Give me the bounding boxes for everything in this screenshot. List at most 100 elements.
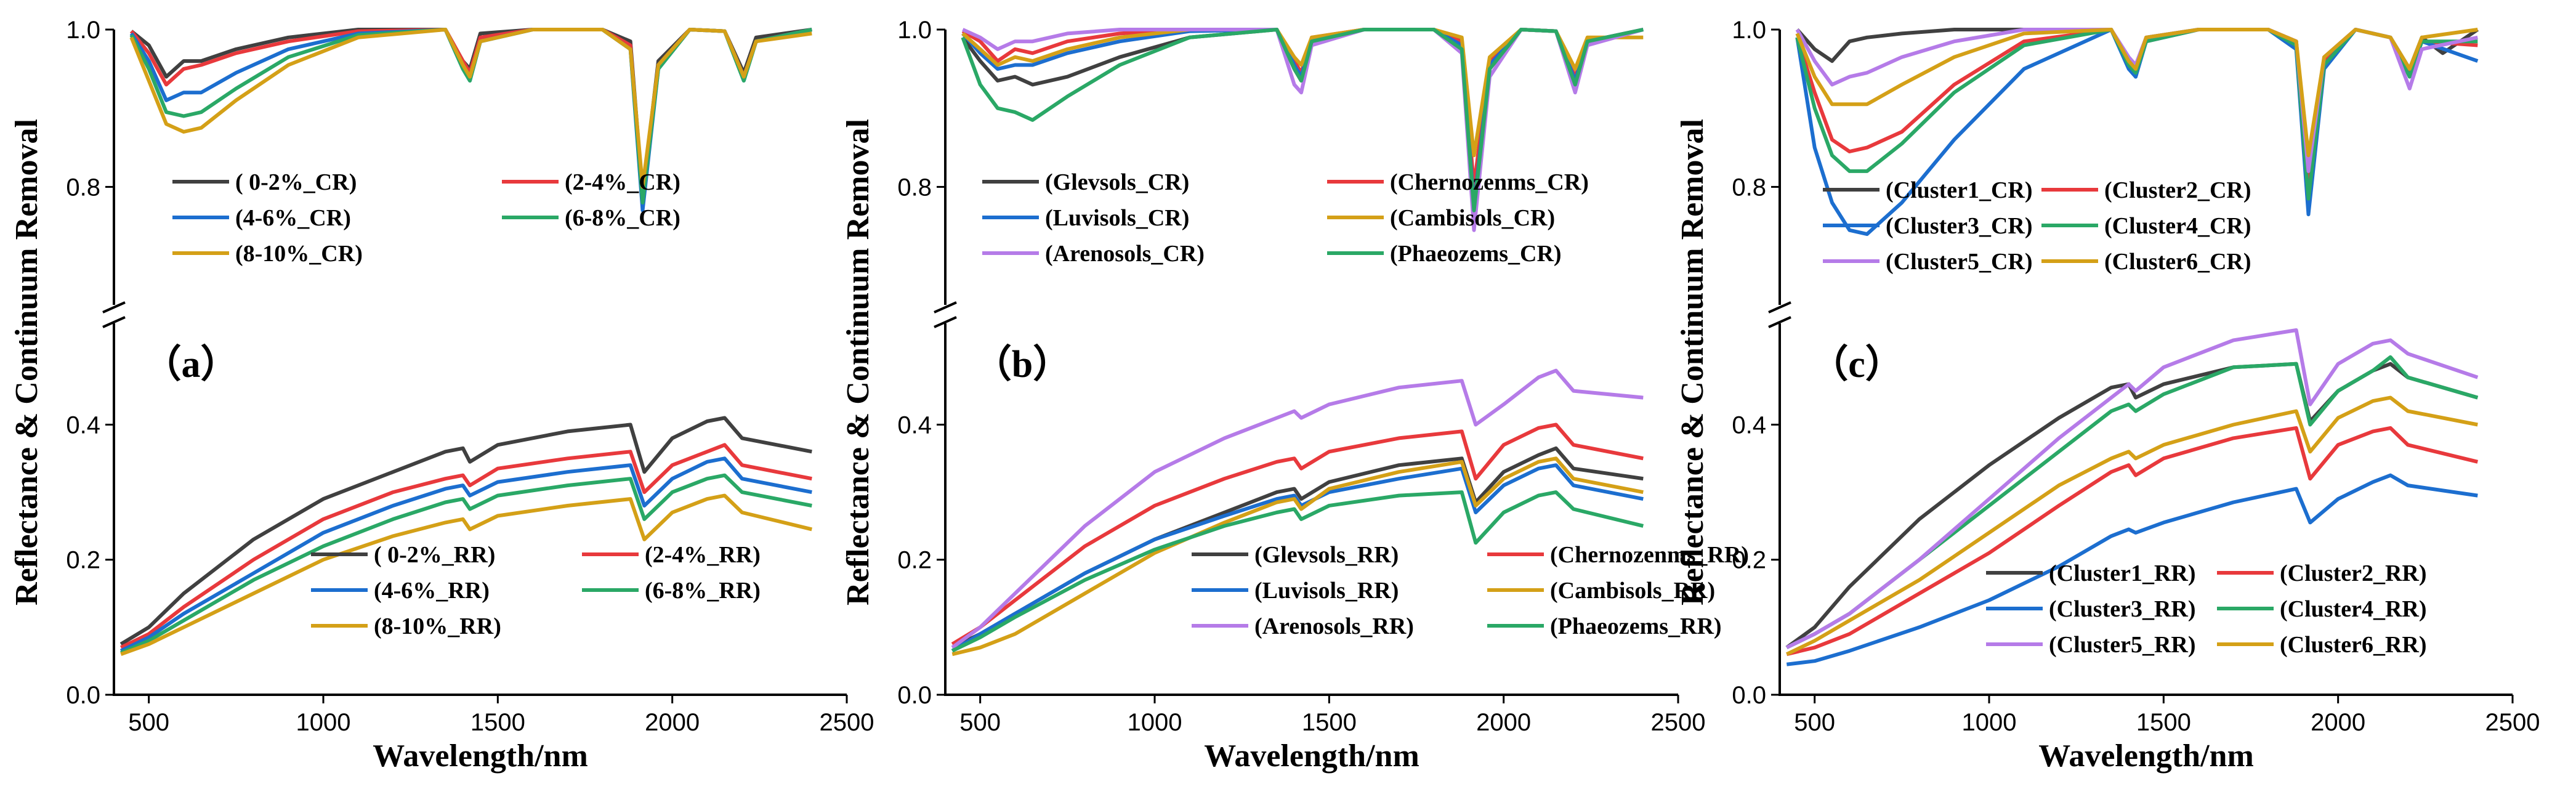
- x-tick-label: 1000: [1128, 709, 1182, 736]
- y-tick-label: 0.8: [1732, 174, 1766, 201]
- legend-label: (2-4%_CR): [565, 169, 680, 195]
- legend-label: (6-8%_RR): [645, 578, 761, 604]
- legend-label: (Phaeozems_CR): [1390, 241, 1562, 267]
- legend-label: (Cluster3_RR): [2049, 596, 2196, 622]
- y-tick-label: 0.2: [897, 547, 932, 574]
- legend-label: (Phaeozems_RR): [1550, 613, 1722, 639]
- x-tick-label: 1500: [1302, 709, 1357, 736]
- series-line-cr-3: [1795, 28, 2478, 201]
- x-axis-title: Wavelength/nm: [2038, 738, 2254, 774]
- x-axis-title: Wavelength/nm: [373, 738, 588, 774]
- legend-label: (Cluster2_RR): [2280, 560, 2427, 586]
- series-line-cr-4: [129, 28, 812, 189]
- axis-break-mark: [1768, 301, 1791, 314]
- x-tick-label: 500: [128, 709, 169, 736]
- axis-break-mark: [102, 301, 126, 314]
- y-tick-label: 0.2: [66, 547, 100, 574]
- series-line-rr-4: [1785, 328, 2479, 649]
- x-tick-label: 1000: [1962, 709, 2017, 736]
- panel-label: （b）: [974, 342, 1071, 386]
- legend-label: (Arenosols_RR): [1254, 613, 1414, 639]
- y-tick-label: 0.8: [897, 174, 932, 201]
- x-tick-label: 2500: [820, 709, 874, 736]
- y-tick-label: 0.4: [66, 411, 100, 439]
- series-line-rr-0: [119, 416, 812, 646]
- y-axis-title: Reflectance & Continuum Removal: [1675, 119, 1710, 605]
- legend-label: (Chernozenms_CR): [1390, 169, 1589, 195]
- panel-2: 500 1000 1500 2000 2500 0.8 1.0 0.0 0.2 0.4 Wavele…: [1675, 17, 2540, 774]
- legend-label: (Glevsols_RR): [1254, 542, 1399, 568]
- legend-label: (8-10%_CR): [235, 241, 363, 267]
- y-tick-label: 0.0: [897, 682, 932, 709]
- legend-label: (Cluster6_RR): [2280, 632, 2427, 658]
- legend-label: (Cambisols_RR): [1550, 578, 1715, 604]
- axis-break-mark: [102, 316, 126, 328]
- legend-label: (Cluster3_CR): [1886, 213, 2033, 239]
- legend-label: (4-6%_RR): [374, 578, 490, 604]
- legend-label: (4-6%_CR): [235, 205, 351, 231]
- legend-label: (Cluster1_RR): [2049, 560, 2196, 586]
- x-tick-label: 2000: [1476, 709, 1531, 736]
- x-axis-title: Wavelength/nm: [1204, 738, 1419, 774]
- x-tick-label: 2000: [645, 709, 700, 736]
- y-tick-label: 0.4: [1732, 411, 1766, 439]
- series-line-rr-1: [1786, 426, 2479, 657]
- legend-label: ( 0-2%_RR): [374, 542, 495, 568]
- series-line-rr-2: [1786, 473, 2478, 666]
- series-line-rr-1: [951, 423, 1644, 646]
- panel-label: （c）: [1810, 342, 1904, 386]
- legend-label: (Cluster5_CR): [1886, 249, 2033, 275]
- y-tick-label: 0.0: [66, 682, 100, 709]
- y-tick-label: 1.0: [897, 17, 932, 44]
- series-line-cr-5: [1795, 28, 2478, 158]
- series-line-cr-1: [129, 28, 812, 201]
- legend-label: (Cluster5_RR): [2049, 632, 2196, 658]
- legend-label: (2-4%_RR): [645, 542, 761, 568]
- legend-label: (Cluster4_CR): [2104, 213, 2251, 239]
- legend-label: (Chernozenms_RR): [1550, 542, 1749, 568]
- series-line-rr-2: [119, 456, 812, 653]
- x-tick-label: 1500: [2136, 709, 2191, 736]
- y-tick-label: 0.8: [66, 174, 100, 201]
- series-line-rr-3: [120, 473, 812, 655]
- x-tick-label: 500: [1794, 709, 1835, 736]
- panel-label: （a）: [143, 342, 238, 386]
- legend-label: (8-10%_RR): [374, 613, 501, 639]
- series-line-rr-5: [951, 490, 1644, 653]
- legend-label: (Cambisols_CR): [1390, 205, 1555, 231]
- x-tick-label: 2500: [2485, 709, 2540, 736]
- series-line-rr-4: [120, 493, 813, 657]
- axis-break-mark: [934, 316, 957, 328]
- y-axis-title: Reflectance & Continuum Removal: [841, 119, 876, 605]
- x-tick-label: 1000: [296, 709, 351, 736]
- series-line-rr-4: [951, 368, 1644, 649]
- y-axis-title: Reflectance & Continuum Removal: [9, 119, 44, 605]
- y-tick-label: 1.0: [66, 17, 100, 44]
- y-tick-label: 0.0: [1732, 682, 1766, 709]
- x-tick-label: 500: [959, 709, 1001, 736]
- series-line-rr-3: [951, 456, 1644, 657]
- series-line-rr-1: [119, 443, 812, 649]
- legend-label: (Cluster6_CR): [2104, 249, 2251, 275]
- series-line-rr-5: [1785, 395, 2478, 656]
- axis-break-mark: [934, 301, 957, 314]
- panel-0: 500 1000 1500 2000 2500 0.8 1.0 0.0 0.2 0.4 Wavele…: [9, 17, 874, 774]
- legend-label: (Luvisols_RR): [1254, 578, 1399, 604]
- x-tick-label: 2000: [2311, 709, 2365, 736]
- legend-label: (Arenosols_CR): [1045, 241, 1205, 267]
- y-tick-label: 0.4: [897, 411, 932, 439]
- series-line-cr-1: [1795, 28, 2478, 189]
- legend-label: (6-8%_CR): [565, 205, 680, 231]
- legend-label: (Cluster2_CR): [2104, 177, 2251, 203]
- panel-1: 500 1000 1500 2000 2500 0.8 1.0 0.0 0.2 0.4 Wavele…: [841, 17, 1749, 774]
- series-line-cr-4: [1795, 28, 2478, 173]
- x-tick-label: 2500: [1651, 709, 1706, 736]
- y-tick-label: 0.2: [1732, 547, 1766, 574]
- legend-label: (Cluster4_RR): [2280, 596, 2427, 622]
- legend-label: (Cluster1_CR): [1886, 177, 2033, 203]
- legend-label: (Luvisols_CR): [1045, 205, 1189, 231]
- legend-label: ( 0-2%_CR): [235, 169, 357, 195]
- x-tick-label: 1500: [470, 709, 525, 736]
- series-line-cr-5: [961, 28, 1644, 212]
